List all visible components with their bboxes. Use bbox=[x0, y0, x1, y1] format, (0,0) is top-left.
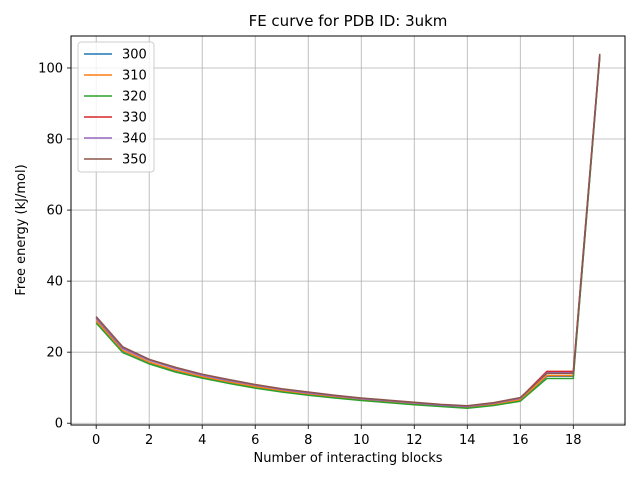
series-line-310 bbox=[95, 55, 601, 408]
x-tick-label: 4 bbox=[198, 433, 206, 448]
series-lines bbox=[95, 53, 601, 410]
x-axis-label: Number of interacting blocks bbox=[253, 451, 442, 466]
grid-lines bbox=[71, 36, 625, 425]
legend-label: 310 bbox=[122, 69, 147, 84]
x-tick-label: 6 bbox=[251, 433, 259, 448]
legend: 300 310 320 330 340 350 bbox=[77, 41, 155, 173]
x-tick-label: 0 bbox=[92, 433, 100, 448]
y-axis-ticks: 0 20 40 60 80 100 bbox=[38, 61, 71, 432]
y-tick-label: 80 bbox=[46, 133, 63, 148]
y-tick-label: 0 bbox=[55, 417, 63, 432]
series-line-320 bbox=[95, 57, 601, 410]
legend-label: 330 bbox=[122, 111, 147, 126]
legend-label: 340 bbox=[122, 132, 147, 147]
x-axis-ticks: 0 2 4 6 8 10 12 14 16 18 bbox=[92, 425, 582, 448]
x-tick-label: 16 bbox=[512, 433, 529, 448]
chart-title: FE curve for PDB ID: 3ukm bbox=[249, 12, 448, 30]
x-tick-label: 14 bbox=[459, 433, 476, 448]
x-tick-label: 12 bbox=[406, 433, 423, 448]
y-tick-label: 60 bbox=[46, 204, 63, 219]
y-axis-label: Free energy (kJ/mol) bbox=[14, 164, 29, 295]
x-tick-label: 2 bbox=[145, 433, 153, 448]
legend-label: 350 bbox=[122, 153, 147, 168]
y-tick-label: 100 bbox=[38, 61, 63, 76]
series-line-350 bbox=[95, 53, 601, 407]
plot-frame bbox=[70, 35, 626, 426]
x-tick-label: 8 bbox=[304, 433, 312, 448]
legend-label: 300 bbox=[122, 48, 147, 63]
x-tick-label: 18 bbox=[565, 433, 582, 448]
y-tick-label: 40 bbox=[46, 275, 63, 290]
legend-label: 320 bbox=[122, 90, 147, 105]
y-tick-label: 20 bbox=[46, 346, 63, 361]
x-tick-label: 10 bbox=[353, 433, 370, 448]
